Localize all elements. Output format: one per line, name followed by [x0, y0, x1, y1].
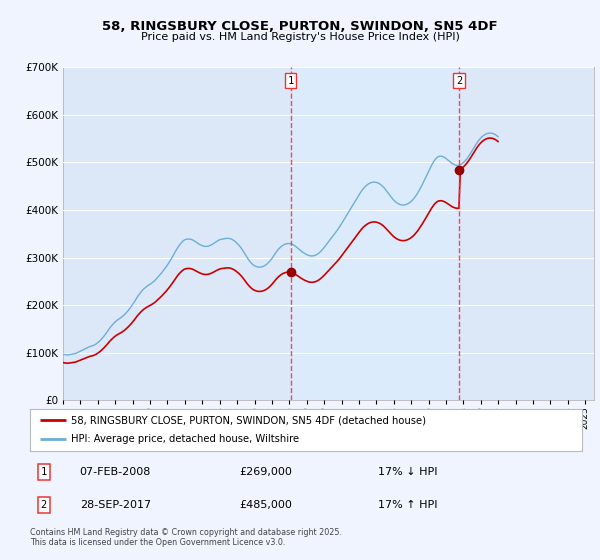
Text: 07-FEB-2008: 07-FEB-2008 — [80, 467, 151, 477]
Text: Contains HM Land Registry data © Crown copyright and database right 2025.
This d: Contains HM Land Registry data © Crown c… — [30, 528, 342, 547]
Text: £485,000: £485,000 — [240, 500, 293, 510]
Bar — [291, 67, 459, 400]
Text: HPI: Average price, detached house, Wiltshire: HPI: Average price, detached house, Wilt… — [71, 435, 299, 445]
Text: 28-SEP-2017: 28-SEP-2017 — [80, 500, 151, 510]
Text: £269,000: £269,000 — [240, 467, 293, 477]
Text: 58, RINGSBURY CLOSE, PURTON, SWINDON, SN5 4DF (detached house): 58, RINGSBURY CLOSE, PURTON, SWINDON, SN… — [71, 415, 427, 425]
Text: 1: 1 — [41, 467, 47, 477]
Text: 1: 1 — [287, 76, 294, 86]
Text: 17% ↓ HPI: 17% ↓ HPI — [378, 467, 437, 477]
Text: 58, RINGSBURY CLOSE, PURTON, SWINDON, SN5 4DF: 58, RINGSBURY CLOSE, PURTON, SWINDON, SN… — [102, 20, 498, 32]
Text: 2: 2 — [456, 76, 462, 86]
Text: 2: 2 — [41, 500, 47, 510]
Text: Price paid vs. HM Land Registry's House Price Index (HPI): Price paid vs. HM Land Registry's House … — [140, 32, 460, 43]
Text: 17% ↑ HPI: 17% ↑ HPI — [378, 500, 437, 510]
